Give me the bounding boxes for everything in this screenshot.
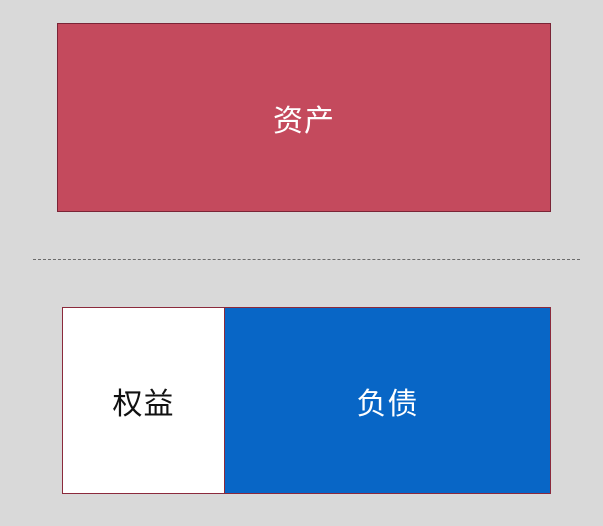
liabilities-label: 负债 — [356, 386, 419, 422]
liabilities-block: 负债 — [225, 308, 550, 493]
dashed-divider — [33, 259, 580, 260]
assets-block: 资产 — [57, 23, 551, 212]
equity-label: 权益 — [112, 386, 175, 422]
assets-label: 资产 — [273, 103, 335, 139]
equity-liabilities-row: 权益 负债 — [62, 307, 551, 494]
equity-block: 权益 — [63, 308, 225, 493]
